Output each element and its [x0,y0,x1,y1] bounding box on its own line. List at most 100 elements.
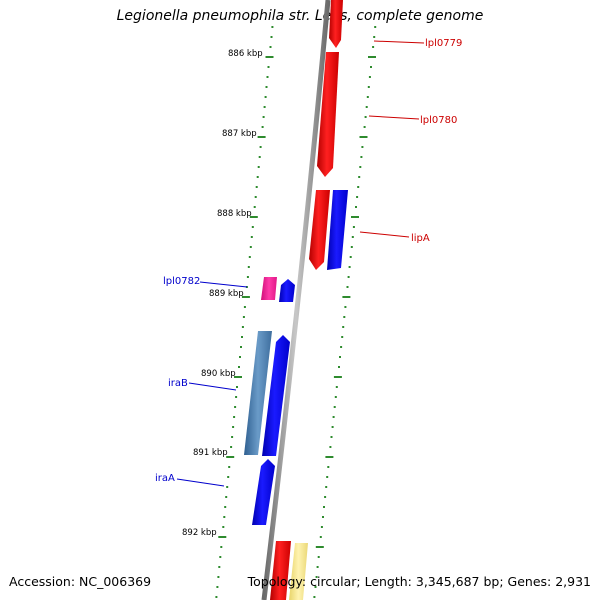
scale-tick [342,296,351,298]
gene-labels: lpl0779 lpl0780 lipA lpl0782 iraB iraA [155,38,462,484]
scale-tick [255,186,258,188]
scale-tick [340,346,343,348]
scale-tick [241,296,250,298]
scale-tick [355,206,357,208]
gene-blue-outer[interactable] [327,190,348,270]
gene-yellow[interactable] [289,543,308,600]
scale-tick [258,156,261,158]
scale-tick [248,256,251,258]
scale-tick [233,416,236,418]
scale-tick [267,66,270,68]
scale-tick [240,346,242,348]
right-scale-track [313,26,377,598]
gene-label-lpl0780: lpl0780 [420,115,457,126]
scale-tick [219,556,222,558]
scale-tick [246,276,249,278]
scale-tick [357,186,360,188]
scale-tick [332,416,335,418]
scale-tick [372,46,375,48]
scale-tick [359,136,368,138]
scale-tick [234,376,242,378]
scale-label-888: 888 kbp [217,209,252,219]
scale-tick [325,456,334,458]
gene-lpl0779[interactable] [329,0,343,48]
scale-tick [263,106,266,108]
scale-tick [226,456,235,458]
scale-tick [374,26,377,28]
scale-tick [320,526,323,528]
scale-tick [319,536,322,538]
scale-tick [241,336,243,338]
gene-iraB[interactable] [244,331,272,455]
scale-tick [236,386,238,388]
scale-tick [227,476,230,478]
scale-tick [249,246,252,248]
gene-leader-lines [176,40,425,487]
scale-tick [351,236,354,238]
scale-tick [317,556,320,558]
scale-tick [331,426,334,428]
map-title: Legionella pneumophila str. Lens, comple… [116,8,484,24]
scale-tick [347,276,350,278]
scale-tick [349,256,352,258]
scale-tick [265,56,274,58]
scale-tick [358,176,361,178]
scale-tick [271,26,274,28]
scale-tick [364,116,367,118]
accession-text: Accession: NC_006369 [9,574,152,589]
scale-tick [348,266,351,268]
scale-tick [238,366,240,368]
scale-tick [343,316,346,318]
gene-label-lpl0782: lpl0782 [163,276,200,287]
scale-tick [322,516,324,518]
scale-tick [253,206,256,208]
scale-tick [344,306,347,308]
scale-tick [234,406,237,408]
scale-tick [324,496,327,498]
scale-tick [341,336,344,338]
scale-tick [232,426,235,428]
scale-tick [220,546,223,548]
gene-lipA[interactable] [309,190,330,270]
scale-label-892: 892 kbp [182,528,217,538]
scale-labels: 886 kbp 887 kbp 888 kbp 889 kbp 890 kbp … [182,49,263,538]
scale-tick [243,306,246,308]
scale-label-891: 891 kbp [193,448,228,458]
scale-tick [215,596,218,598]
scale-tick [367,86,370,88]
scale-tick [230,446,233,448]
topology-text: Topology: circular; Length: 3,345,687 bp… [247,574,591,589]
gene-lpl0780[interactable] [317,52,339,177]
gene-blue-long[interactable] [262,335,290,456]
scale-tick [264,96,267,98]
gene-lpl0782[interactable] [261,277,277,300]
scale-tick [242,316,245,318]
scale-tick [257,166,260,168]
scale-tick [350,246,353,248]
gene-blue-small[interactable] [279,279,295,302]
scale-tick [360,156,363,158]
scale-tick [226,486,229,488]
scale-label-890: 890 kbp [201,369,236,379]
gene-red-bottom[interactable] [270,541,291,600]
scale-tick [266,76,269,78]
gene-label-iraB: iraB [168,378,188,389]
scale-tick [315,546,324,548]
scale-tick [334,396,337,398]
scale-tick [326,476,329,478]
gene-iraA[interactable] [252,459,275,525]
scale-tick [368,56,376,58]
gene-label-lipA: lipA [411,233,430,244]
scale-tick [218,536,227,538]
scale-tick [228,466,231,468]
gene-label-lpl0779: lpl0779 [425,38,462,49]
scale-tick [365,106,368,108]
scale-tick [217,576,220,578]
scale-label-887: 887 kbp [222,129,257,139]
genome-backbone [261,0,331,600]
scale-tick [269,46,272,48]
scale-tick [249,216,258,218]
scale-tick [366,96,369,98]
scale-tick [370,66,372,68]
scale-tick [361,146,364,148]
